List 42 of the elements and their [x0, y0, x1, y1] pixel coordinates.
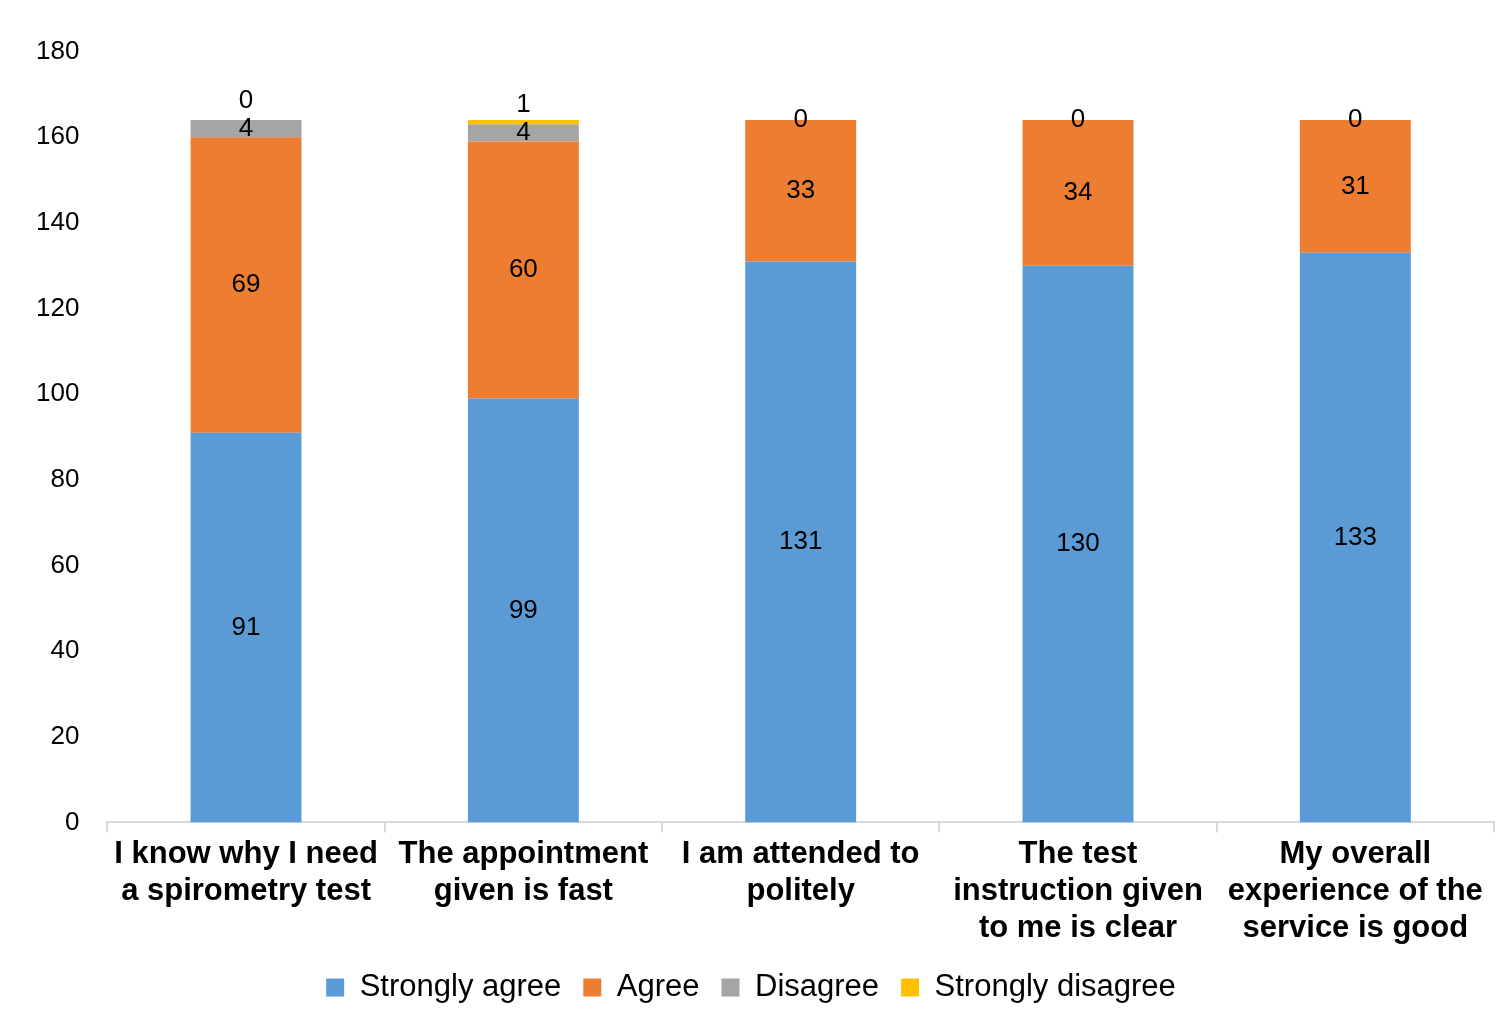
data-label: 34 [1063, 176, 1093, 207]
y-tick-label: 180 [35, 34, 80, 65]
data-label: 4 [516, 116, 531, 147]
data-label: 4 [238, 111, 254, 142]
bar [190, 120, 302, 138]
bar [190, 432, 302, 823]
y-tick-label: 20 [50, 719, 80, 750]
data-label: 31 [1340, 169, 1370, 200]
y-tick-label: 0 [64, 805, 80, 836]
bar [190, 137, 302, 433]
legend-label: Strongly agree [359, 968, 562, 1004]
x-tick-label: I am attended to politely [681, 834, 920, 907]
data-label: 99 [508, 593, 538, 624]
bar [1022, 265, 1134, 823]
y-tick-label: 80 [50, 462, 80, 493]
y-tick-label: 160 [35, 120, 80, 151]
legend-label: Disagree [755, 968, 880, 1004]
data-label: 131 [778, 525, 823, 556]
y-tick-label: 100 [35, 377, 80, 408]
bar [467, 124, 579, 142]
y-tick-label: 140 [35, 206, 80, 237]
y-tick-label: 120 [35, 291, 80, 322]
bar [1299, 252, 1411, 823]
bar [467, 398, 579, 823]
data-label: 60 [508, 253, 538, 284]
y-tick-label: 60 [50, 548, 80, 579]
data-label: 1 [516, 88, 531, 119]
y-tick-label: 40 [50, 634, 80, 665]
data-label: 130 [1056, 527, 1100, 558]
data-label: 0 [238, 83, 254, 114]
data-label: 33 [786, 173, 816, 204]
legend-label: Agree [616, 968, 700, 1004]
x-tick-label: The test instruction given to me is clear [953, 834, 1203, 944]
data-label: 69 [231, 268, 261, 299]
data-label: 91 [231, 610, 261, 641]
x-tick-label: I know why I need a spirometry test [114, 834, 378, 907]
x-tick-label: My overall experience of the service is good [1227, 834, 1483, 944]
bar [467, 141, 579, 399]
x-tick-label: The appointment given is fast [398, 834, 649, 907]
bar [745, 261, 857, 823]
legend-label: Strongly disagree [934, 968, 1176, 1004]
data-label: 133 [1333, 520, 1378, 551]
